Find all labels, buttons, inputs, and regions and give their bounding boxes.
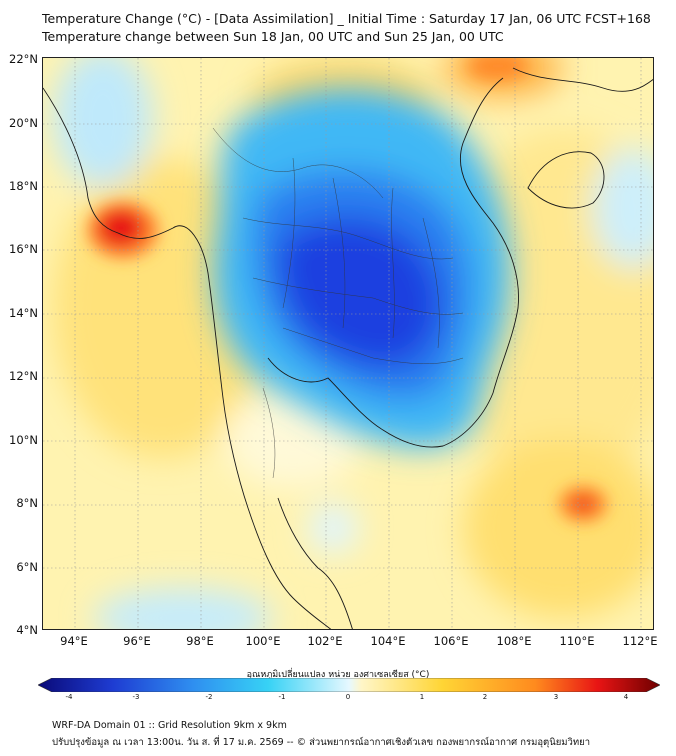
- lon-label: 100°E: [245, 634, 281, 648]
- lat-label: 12°N: [9, 369, 38, 383]
- colorbar-tick: -4: [65, 693, 73, 701]
- lat-label: 10°N: [9, 433, 38, 447]
- colorbar-label: อุณหภูมิเปลี่ยนแปลง หน่วย องศาเซลเซียส (…: [246, 670, 430, 680]
- colorbar-tick: 1: [419, 693, 425, 701]
- lon-label: 108°E: [496, 634, 532, 648]
- temperature-change-map: [42, 57, 654, 630]
- lon-label: 94°E: [60, 634, 88, 648]
- coastline: [43, 67, 653, 629]
- lon-label: 110°E: [559, 634, 595, 648]
- lon-label: 106°E: [433, 634, 469, 648]
- colorbar-tick: 2: [482, 693, 488, 701]
- lat-label: 18°N: [9, 179, 38, 193]
- colorbar-tick: 3: [553, 693, 559, 701]
- map-canvas: [43, 58, 653, 629]
- colorbar-tick: -3: [132, 693, 140, 701]
- colorbar-tick: 0: [345, 693, 351, 701]
- lon-label: 112°E: [622, 634, 658, 648]
- footer-model-info: WRF-DA Domain 01 :: Grid Resolution 9km …: [52, 720, 287, 731]
- lon-label: 102°E: [307, 634, 343, 648]
- colorbar-tick: -1: [278, 693, 286, 701]
- lat-label: 6°N: [16, 560, 38, 574]
- lon-label: 98°E: [186, 634, 214, 648]
- colorbar-tick: 4: [623, 693, 629, 701]
- admin-borders: [212, 127, 464, 479]
- colorbar-tick: -2: [205, 693, 213, 701]
- lon-label: 104°E: [370, 634, 406, 648]
- lon-label: 96°E: [123, 634, 151, 648]
- map-title: Temperature Change (°C) - [Data Assimila…: [42, 11, 651, 26]
- lat-label: 8°N: [16, 496, 38, 510]
- lat-label: 20°N: [9, 116, 38, 130]
- lat-label: 16°N: [9, 242, 38, 256]
- lat-label: 14°N: [9, 306, 38, 320]
- colorbar: [38, 678, 660, 692]
- footer-credit: ปรับปรุงข้อมูล ณ เวลา 13:00น. วัน ส. ที่…: [52, 737, 591, 748]
- map-subtitle: Temperature change between Sun 18 Jan, 0…: [42, 29, 504, 44]
- lat-label: 22°N: [9, 52, 38, 66]
- lat-label: 4°N: [16, 623, 38, 637]
